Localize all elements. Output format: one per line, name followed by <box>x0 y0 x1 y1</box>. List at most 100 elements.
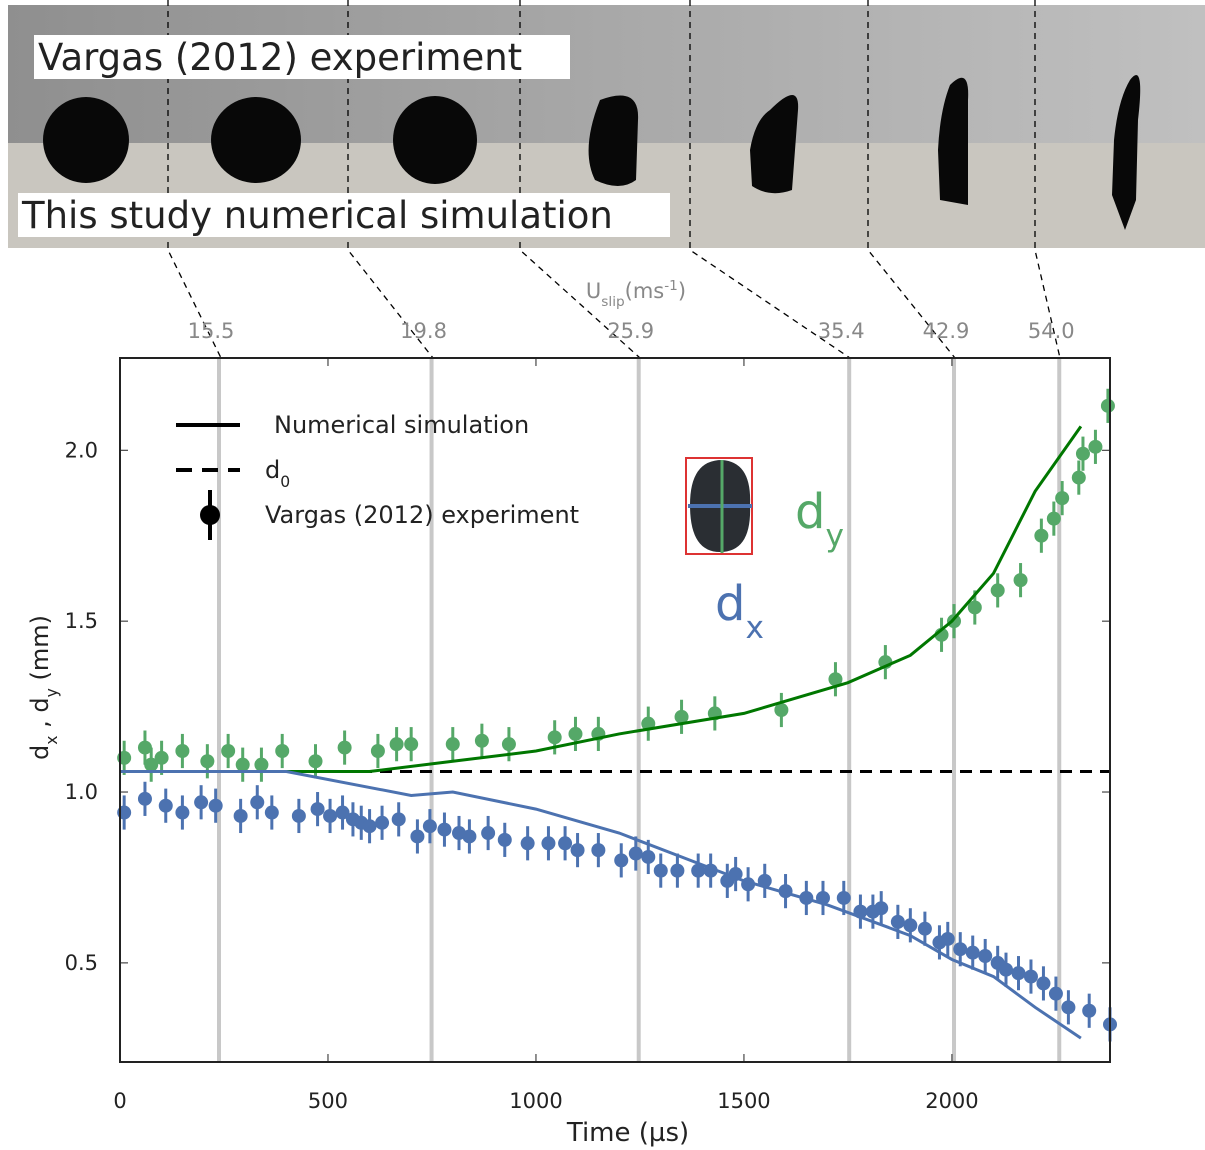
data-point <box>670 863 685 878</box>
data-point <box>520 836 535 851</box>
data-point <box>836 890 851 905</box>
data-point <box>953 942 968 957</box>
legend-label: d0 <box>265 456 290 491</box>
legend-swatch <box>200 505 220 525</box>
data-point <box>370 744 385 759</box>
data-point <box>375 815 390 830</box>
y-tick-label: 2.0 <box>65 438 98 462</box>
data-point <box>308 754 323 769</box>
data-point <box>264 805 279 820</box>
data-point <box>1100 398 1115 413</box>
y-tick-label: 1.0 <box>65 780 98 804</box>
data-point <box>323 808 338 823</box>
x-tick-label: 1000 <box>509 1089 562 1113</box>
data-point <box>501 737 516 752</box>
data-point <box>828 672 843 687</box>
droplets <box>43 75 1141 230</box>
data-point <box>641 849 656 864</box>
text-part: x <box>745 610 763 646</box>
text-part: Numerical simulation <box>274 411 529 439</box>
data-point <box>978 949 993 964</box>
y-tick-label: 0.5 <box>65 951 98 975</box>
uslip-label: 19.8 <box>400 319 447 343</box>
data-point <box>1055 491 1070 506</box>
text-part: ) <box>678 279 686 303</box>
data-point <box>967 600 982 615</box>
data-point <box>1034 528 1049 543</box>
data-point <box>1036 976 1051 991</box>
data-point <box>335 805 350 820</box>
data-point <box>194 795 209 810</box>
text-part: x <box>43 736 61 745</box>
annotation: dx <box>715 576 764 646</box>
data-point <box>474 733 489 748</box>
simulation-line <box>120 425 1083 774</box>
data-point <box>208 798 223 813</box>
data-point <box>691 863 706 878</box>
x-tick-label: 1500 <box>717 1089 770 1113</box>
x-tick-label: 2000 <box>925 1089 978 1113</box>
data-point <box>158 798 173 813</box>
data-point <box>175 744 190 759</box>
simulation-line <box>120 770 1082 1040</box>
data-point <box>547 730 562 745</box>
image-strip: Vargas (2012) experiment This study nume… <box>8 0 1205 359</box>
data-point <box>1071 470 1086 485</box>
data-point <box>940 931 955 946</box>
data-point <box>462 829 477 844</box>
data-point <box>137 791 152 806</box>
text-part: d <box>26 745 54 760</box>
y-axis-label: dx , dy (mm) <box>26 615 61 760</box>
data-point <box>614 853 629 868</box>
data-point <box>947 614 962 629</box>
text-part: y <box>43 688 61 697</box>
uslip-label: 25.9 <box>607 319 654 343</box>
text-part: Vargas (2012) experiment <box>265 501 579 529</box>
data-point <box>1048 986 1063 1001</box>
x-tick-label: 0 <box>113 1089 126 1113</box>
data-point <box>903 918 918 933</box>
text-part: d <box>795 484 825 540</box>
data-point <box>254 757 269 772</box>
data-point <box>437 822 452 837</box>
data-point <box>774 703 789 717</box>
y-tick-label: 1.5 <box>65 609 98 633</box>
data-point <box>175 805 190 820</box>
text-part: d <box>265 456 280 484</box>
data-point <box>917 921 932 936</box>
data-point <box>558 836 573 851</box>
text-part: slip <box>601 294 624 310</box>
label-box <box>18 193 670 237</box>
data-point <box>591 843 606 858</box>
text-part: y <box>825 518 843 554</box>
data-point <box>1046 511 1061 526</box>
data-point <box>154 750 169 765</box>
data-point <box>221 744 236 759</box>
data-point <box>481 826 496 841</box>
data-point <box>310 802 325 817</box>
data-point <box>1061 1000 1076 1015</box>
plot-frame <box>119 357 1111 1063</box>
data-point <box>404 737 419 752</box>
text-part: d <box>715 576 745 632</box>
plot: 15.5 19.8 25.9 35.4 42.9 54.0 Uslip(ms-1) 0 500 1… <box>26 278 1117 1148</box>
data-point <box>1013 573 1028 588</box>
text-part: , d <box>26 697 54 735</box>
data-point <box>541 836 556 851</box>
data-point <box>233 808 248 823</box>
uslip-label: 54.0 <box>1028 319 1075 343</box>
data-point <box>990 583 1005 598</box>
text-part: (mm) <box>26 615 54 688</box>
data-point <box>570 843 585 858</box>
panel-connectors <box>167 0 1061 359</box>
data-point <box>389 737 404 752</box>
data-point <box>874 901 889 916</box>
text-part: 0 <box>280 473 290 491</box>
text-part: (ms <box>625 279 665 303</box>
data-point <box>999 962 1014 977</box>
data-point <box>235 757 250 772</box>
data-point <box>1023 969 1038 984</box>
data-point <box>1075 446 1090 461</box>
data-point <box>391 812 406 827</box>
